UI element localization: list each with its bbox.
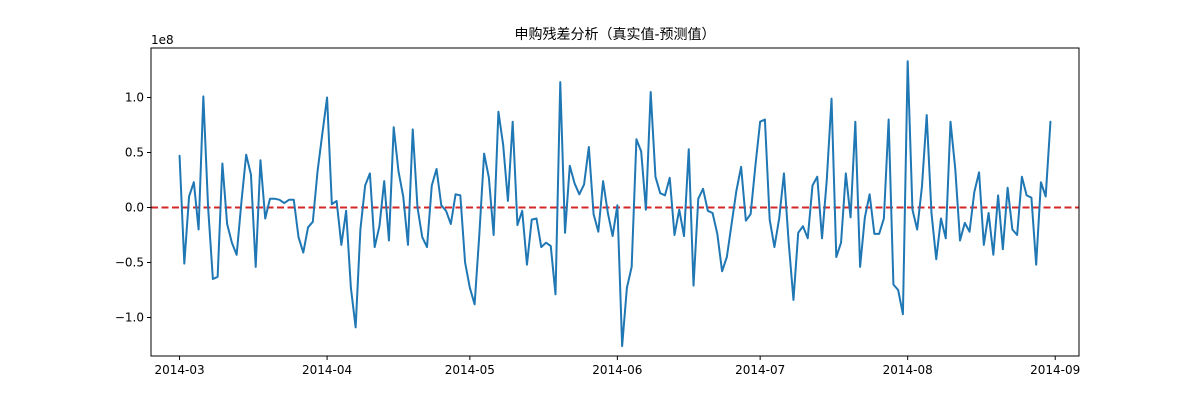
x-tick-label: 2014-08 (883, 363, 933, 377)
y-tick-label: 0.0 (125, 201, 144, 215)
x-tick-label: 2014-04 (302, 363, 352, 377)
x-tick-label: 2014-06 (592, 363, 642, 377)
x-tick-label: 2014-09 (1030, 363, 1080, 377)
y-tick-label: 0.5 (125, 146, 144, 160)
x-tick-label: 2014-05 (445, 363, 495, 377)
y-tick-label: −1.0 (115, 311, 144, 325)
chart-title: 申购残差分析（真实值-预测值） (514, 27, 715, 43)
plot-area: 2014-03 2014-04 2014-05 2014-06 2014-07 2014-… (115, 47, 1080, 377)
y-tick-label: −0.5 (115, 256, 144, 270)
y-scale-label: 1e8 (151, 33, 174, 47)
x-tick-label: 2014-07 (735, 363, 785, 377)
y-tick-label: 1.0 (125, 91, 144, 105)
plot-frame (150, 47, 1080, 357)
x-tick-label: 2014-03 (154, 363, 204, 377)
residual-series-line (178, 60, 1052, 348)
